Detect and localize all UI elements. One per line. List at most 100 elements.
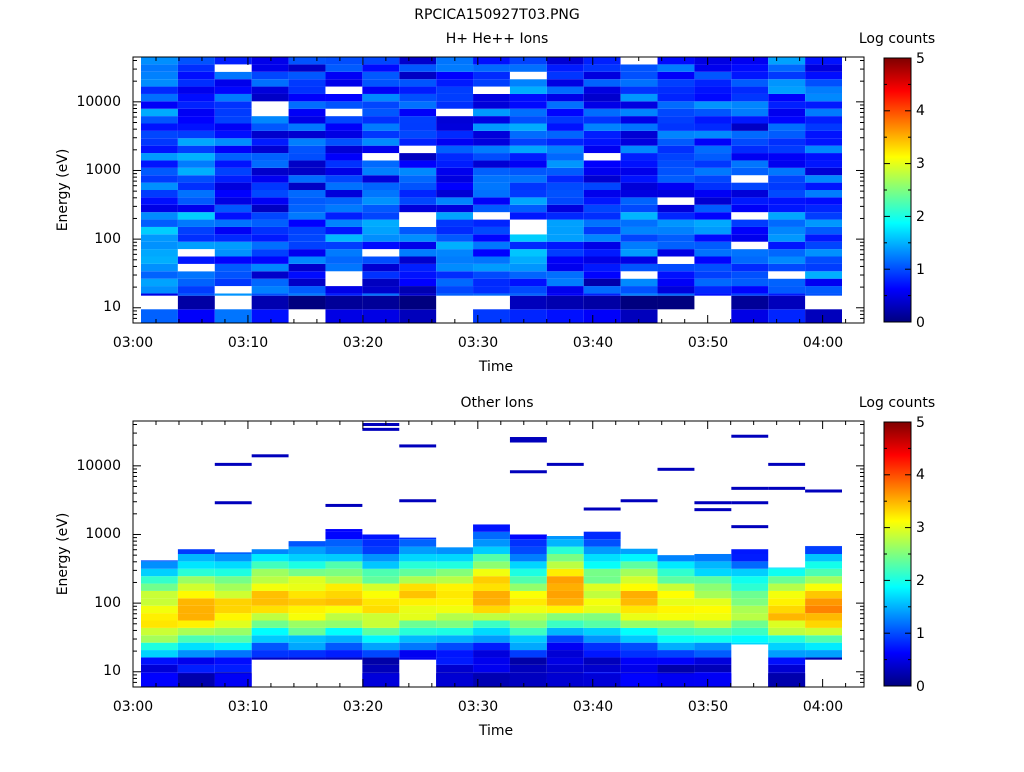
heatmap-cell <box>436 87 473 94</box>
heatmap-cell <box>362 227 399 234</box>
heatmap-cell <box>473 539 510 546</box>
heatmap-cell <box>325 124 362 131</box>
heatmap-cell <box>547 643 584 650</box>
heatmap-cell <box>584 643 621 650</box>
heatmap-cell <box>805 160 842 167</box>
heatmap-cell <box>473 197 510 204</box>
x-tick-labels: 03:00 03:10 03:20 03:30 03:40 03:50 04:0… <box>113 335 843 351</box>
heatmap-cell <box>768 197 805 204</box>
heatmap-cell <box>399 650 436 657</box>
heatmap-cell <box>584 554 621 561</box>
heatmap-cell <box>584 279 621 286</box>
heatmap-cell <box>436 665 473 672</box>
y-axis-title: Energy (eV) <box>55 513 71 596</box>
heatmap-cell <box>658 279 695 286</box>
heatmap-cell <box>473 153 510 160</box>
sparse-count-mark <box>584 508 621 511</box>
heatmap-cell <box>694 109 731 116</box>
heatmap-cell <box>768 87 805 94</box>
sparse-count-mark <box>658 468 695 471</box>
heatmap-cell <box>362 146 399 153</box>
heatmap-cell <box>473 606 510 613</box>
heatmap-cell <box>768 116 805 123</box>
heatmap-cell <box>178 220 215 227</box>
sparse-count-mark <box>325 504 362 507</box>
heatmap-cell <box>178 160 215 167</box>
heatmap-cell <box>215 650 252 657</box>
heatmap-cell <box>694 153 731 160</box>
heatmap-cell <box>694 64 731 71</box>
heatmap-cell <box>473 175 510 182</box>
heatmap-cell <box>768 79 805 86</box>
sparse-count-mark <box>510 470 547 473</box>
x-tick-label: 03:30 <box>458 335 498 351</box>
heatmap-cell <box>805 197 842 204</box>
heatmap-cell <box>252 635 289 642</box>
heatmap-cell <box>805 650 842 657</box>
x-tick-label: 03:20 <box>343 699 383 715</box>
heatmap-cell <box>731 598 768 605</box>
heatmap-cell <box>694 138 731 145</box>
heatmap-cell <box>215 552 252 554</box>
heatmap-cell <box>178 197 215 204</box>
sparse-count-mark <box>731 501 768 504</box>
heatmap-cell <box>399 94 436 101</box>
heatmap-cell <box>178 79 215 86</box>
heatmap-cell <box>768 286 805 293</box>
heatmap-cell <box>510 547 547 554</box>
y-tick-label: 10 <box>103 663 121 679</box>
heatmap-cell <box>362 94 399 101</box>
heatmap-cell <box>805 234 842 241</box>
heatmap-cell <box>215 309 252 323</box>
heatmap-cell <box>325 547 362 554</box>
heatmap-cell <box>215 146 252 153</box>
heatmap-cell <box>621 212 658 219</box>
heatmap-cell <box>768 591 805 598</box>
heatmap-cell <box>399 538 436 540</box>
heatmap-cell <box>731 293 768 295</box>
heatmap-cell <box>252 175 289 182</box>
heatmap-cell <box>473 242 510 249</box>
heatmap-cell <box>584 257 621 264</box>
heatmap-cell <box>547 249 584 256</box>
heatmap-cell <box>473 547 510 554</box>
heatmap-cell <box>547 650 584 657</box>
y-tick-label: 100 <box>94 231 121 247</box>
heatmap-cell <box>510 242 547 249</box>
heatmap-cell <box>731 87 768 94</box>
heatmap-cell <box>289 271 326 278</box>
heatmap-cell <box>141 131 178 138</box>
y-tick-label: 10000 <box>76 94 121 110</box>
heatmap-cell <box>658 205 695 212</box>
heatmap-cell <box>436 561 473 568</box>
heatmap-cell <box>731 131 768 138</box>
heatmap-cell <box>252 249 289 256</box>
heatmap-cell <box>289 109 326 116</box>
heatmap-cell <box>584 249 621 256</box>
heatmap-cell <box>547 153 584 160</box>
sparse-count-mark <box>731 525 768 528</box>
heatmap-cell <box>731 72 768 79</box>
heatmap-cell <box>325 212 362 219</box>
heatmap-cell <box>768 153 805 160</box>
heatmap-cell <box>584 57 621 64</box>
heatmap-cell <box>473 271 510 278</box>
heatmap-cell <box>658 57 695 64</box>
heatmap-cell <box>473 168 510 175</box>
heatmap-cell <box>436 138 473 145</box>
heatmap-cell <box>768 628 805 635</box>
heatmap-cell <box>325 153 362 160</box>
heatmap-cell <box>510 584 547 591</box>
heatmap-cell <box>215 635 252 642</box>
heatmap-cell <box>215 220 252 227</box>
heatmap-cell <box>694 286 731 293</box>
heatmap-cell <box>473 598 510 605</box>
heatmap-cell <box>805 249 842 256</box>
heatmap-cell <box>658 264 695 271</box>
heatmap-cell <box>215 606 252 613</box>
heatmap-cell <box>547 554 584 561</box>
heatmap-cell <box>768 665 805 672</box>
heatmap-cell <box>178 124 215 131</box>
heatmap-cell <box>436 628 473 635</box>
heatmap-cell <box>510 109 547 116</box>
